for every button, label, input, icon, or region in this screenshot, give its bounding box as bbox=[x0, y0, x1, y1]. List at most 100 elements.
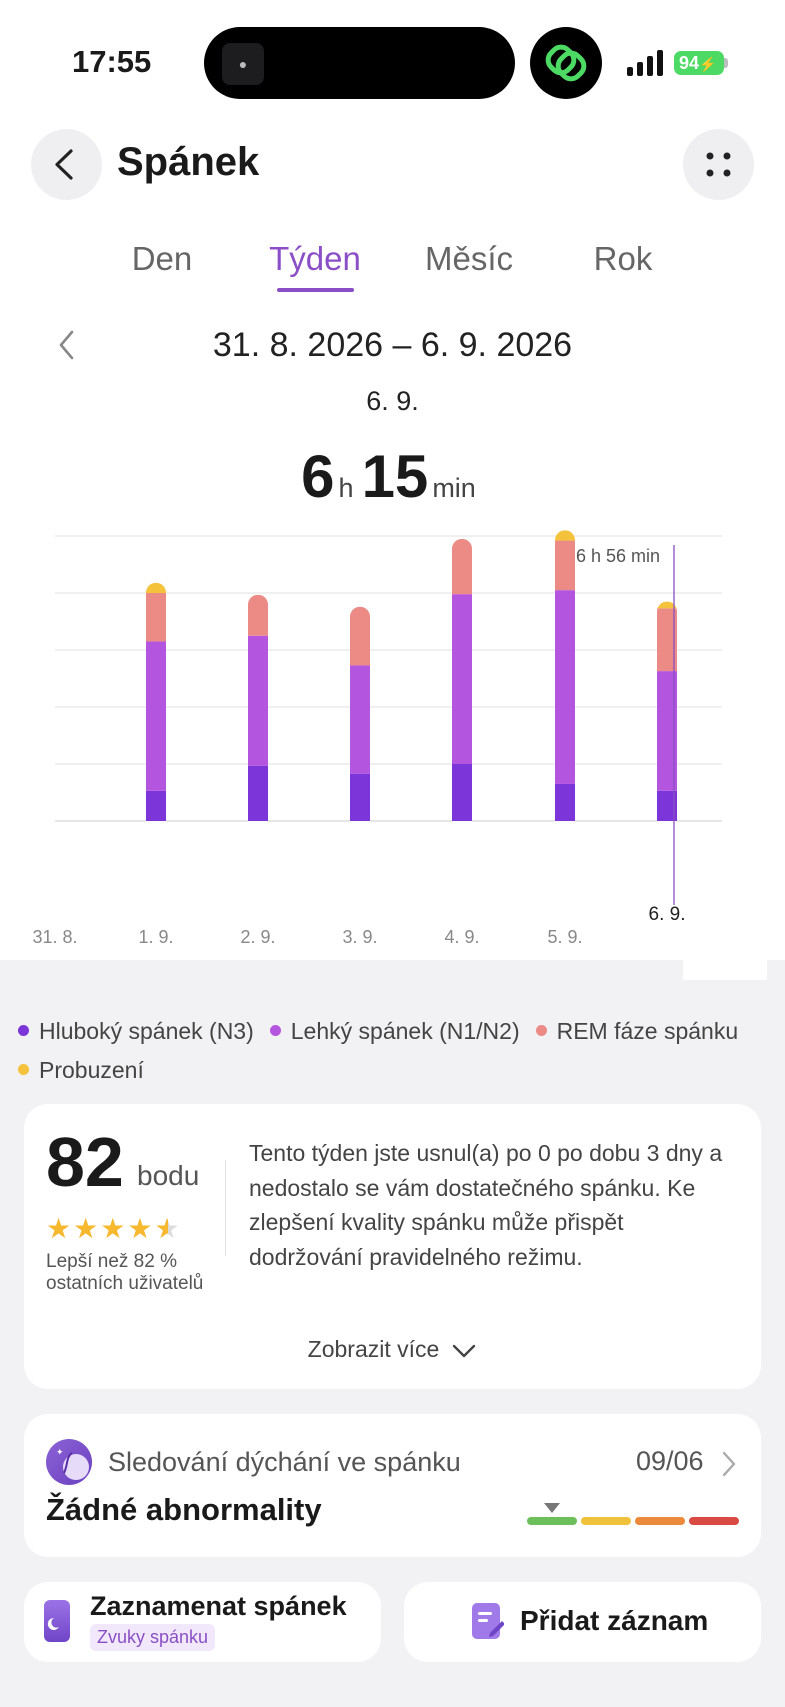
sleep-sounds-badge: Zvuky spánku bbox=[90, 1624, 216, 1651]
page-title: Spánek bbox=[117, 140, 260, 184]
breathing-monitor-card[interactable]: ✦ Sledování dýchání ve spánku 09/06 Žádn… bbox=[24, 1414, 761, 1557]
x-tick-label: 1. 9. bbox=[138, 927, 173, 947]
island-app-icon: ● bbox=[222, 43, 264, 85]
date-range: 31. 8. 2026 – 6. 9. 2026 bbox=[212, 326, 573, 364]
bar-stack[interactable] bbox=[555, 530, 575, 821]
bar-stack[interactable] bbox=[248, 594, 268, 821]
bar-segment bbox=[657, 608, 677, 672]
top-panel bbox=[0, 0, 785, 960]
scale-segment bbox=[527, 1517, 577, 1525]
chevron-down-icon bbox=[453, 1344, 476, 1358]
duration-minutes-unit: min bbox=[432, 473, 476, 503]
battery-tip bbox=[724, 58, 728, 68]
dynamic-island: ● bbox=[204, 27, 515, 99]
bar-segment bbox=[146, 593, 166, 642]
back-button[interactable] bbox=[31, 129, 102, 200]
bar-segment bbox=[555, 530, 575, 541]
breathing-scale bbox=[527, 1517, 739, 1525]
sleep-duration: 6 h 15 min bbox=[0, 442, 785, 511]
bar-segment bbox=[248, 594, 268, 636]
breathing-title: Sledování dýchání ve spánku bbox=[108, 1447, 461, 1477]
more-button[interactable] bbox=[683, 129, 754, 200]
legend-dot-icon bbox=[18, 1025, 29, 1037]
scale-marker-icon bbox=[544, 1503, 561, 1513]
sleep-score-card: 82 bodu ★★★★★ Lepší než 82 % ostatních u… bbox=[24, 1104, 761, 1389]
breathing-date: 09/06 bbox=[636, 1446, 704, 1476]
bar-segment bbox=[555, 590, 575, 784]
tab-year[interactable]: Rok bbox=[593, 240, 653, 277]
breathing-icon: ✦ bbox=[46, 1439, 92, 1485]
x-tick-label: 4. 9. bbox=[444, 927, 479, 947]
bar-base-mask bbox=[146, 821, 166, 833]
x-tick-label: 5. 9. bbox=[547, 927, 582, 947]
duration-hours-unit: h bbox=[338, 473, 354, 503]
bar-segment bbox=[657, 790, 677, 821]
show-more-label: Zobrazit více bbox=[307, 1336, 440, 1362]
breathing-status: Žádné abnormality bbox=[46, 1492, 322, 1527]
x-tick-label: 2. 9. bbox=[240, 927, 275, 947]
bar-stack[interactable] bbox=[146, 582, 166, 821]
prev-week-button[interactable] bbox=[52, 327, 82, 363]
bar-segment bbox=[452, 764, 472, 821]
star-icon: ★ bbox=[46, 1213, 74, 1244]
x-tick-label: 3. 9. bbox=[342, 927, 377, 947]
bar-stack[interactable] bbox=[452, 538, 472, 821]
bar-segment bbox=[555, 783, 575, 821]
legend-label: REM fáze spánku bbox=[556, 1018, 739, 1044]
legend-item: REM fáze spánku bbox=[535, 1012, 739, 1051]
bar-base-mask bbox=[555, 821, 575, 833]
add-record-button[interactable]: Přidat záznam bbox=[404, 1582, 761, 1662]
record-sleep-button[interactable]: Zaznamenat spánek Zvuky spánku bbox=[24, 1582, 381, 1662]
show-more-button[interactable]: Zobrazit více bbox=[24, 1336, 761, 1363]
bar-base-mask bbox=[248, 821, 268, 833]
bar-segment bbox=[248, 635, 268, 766]
bar-base-mask bbox=[350, 821, 370, 833]
legend-item: Hluboký spánek (N3) bbox=[18, 1012, 254, 1051]
bar-segment bbox=[146, 641, 166, 791]
bar-segment bbox=[452, 538, 472, 595]
bar-segment bbox=[350, 606, 370, 666]
star-icon: ★ bbox=[127, 1213, 155, 1244]
x-tick-label: 31. 8. bbox=[32, 927, 77, 947]
legend-dot-icon bbox=[269, 1025, 281, 1037]
battery-level: 94 bbox=[679, 53, 700, 73]
link-app-icon[interactable] bbox=[530, 27, 602, 99]
tab-day[interactable]: Den bbox=[131, 240, 193, 277]
legend-label: Hluboký spánek (N3) bbox=[39, 1018, 254, 1044]
bar-segment bbox=[350, 773, 370, 821]
bar-base-mask bbox=[657, 821, 677, 833]
selected-date: 6. 9. bbox=[366, 386, 419, 416]
weekly-sleep-chart[interactable]: 31. 8. 1. 9. 2. 9. 3. 9. 4. 9. 5. 9. 6. 9. 6 h … bbox=[0, 530, 785, 960]
duration-minutes: 15 bbox=[361, 443, 429, 510]
svg-text:✦: ✦ bbox=[56, 1448, 64, 1458]
bar-base-mask bbox=[452, 821, 472, 833]
bar-segment bbox=[452, 594, 472, 764]
scale-segment bbox=[689, 1517, 739, 1525]
bar-stack[interactable] bbox=[657, 601, 677, 821]
selection-handle[interactable] bbox=[706, 940, 744, 978]
half-star-icon: ★ bbox=[154, 1213, 182, 1244]
score-divider bbox=[225, 1160, 226, 1256]
tab-month[interactable]: Měsíc bbox=[424, 240, 513, 277]
bar-segment bbox=[657, 671, 677, 791]
legend-item: Lehký spánek (N1/N2) bbox=[269, 1012, 520, 1051]
bar-stack[interactable] bbox=[350, 606, 370, 821]
legend-label: Lehký spánek (N1/N2) bbox=[290, 1018, 520, 1044]
bar-segment bbox=[350, 665, 370, 774]
four-dots-icon bbox=[706, 152, 731, 177]
score-stars: ★★★★★ bbox=[46, 1212, 182, 1245]
chart-legend: Hluboký spánek (N3) Lehký spánek (N1/N2) R… bbox=[18, 1012, 778, 1090]
legend-label: Probuzení bbox=[39, 1057, 144, 1083]
bar-segment bbox=[146, 582, 166, 593]
legend-item: Probuzení bbox=[18, 1051, 144, 1090]
star-icon: ★ bbox=[100, 1213, 128, 1244]
star-icon: ★ bbox=[73, 1213, 101, 1244]
score-comparison: Lepší než 82 % ostatních uživatelů bbox=[46, 1251, 204, 1294]
bar-segment bbox=[657, 601, 677, 609]
tab-week[interactable]: Týden bbox=[269, 240, 361, 277]
legend-dot-icon bbox=[535, 1025, 547, 1037]
record-sleep-label: Zaznamenat spánek bbox=[90, 1591, 347, 1621]
chart-tooltip-label: 6 h 56 min bbox=[576, 546, 660, 566]
battery-icon: 94⚡ bbox=[674, 51, 724, 75]
signal-icon bbox=[627, 50, 663, 76]
